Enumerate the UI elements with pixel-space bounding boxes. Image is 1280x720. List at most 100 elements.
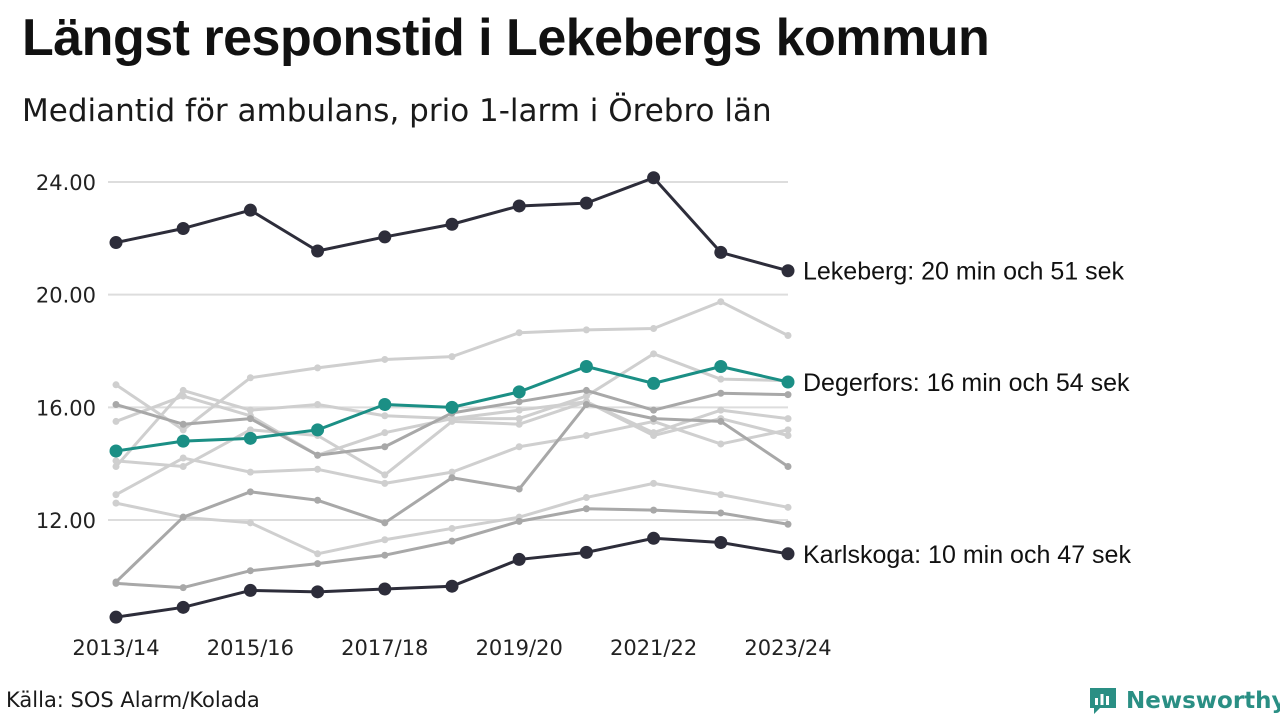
- x-tick-label: 2013/14: [72, 636, 159, 660]
- series-line-context: [115, 419, 789, 496]
- data-point: [112, 579, 120, 587]
- data-point: [781, 547, 795, 561]
- data-point: [112, 417, 120, 425]
- x-tick-label: 2021/22: [610, 636, 697, 660]
- data-point: [717, 440, 725, 448]
- chart-title: Längst responstid i Lekebergs kommun: [22, 9, 990, 67]
- x-tick-label: 2023/24: [744, 636, 831, 660]
- data-point: [515, 443, 523, 451]
- data-point: [445, 400, 459, 414]
- data-point: [179, 584, 187, 592]
- chart-subtitle: Mediantid för ambulans, prio 1-larm i Ör…: [22, 93, 772, 129]
- data-point: [781, 375, 795, 389]
- data-point: [381, 429, 389, 437]
- data-point: [381, 471, 389, 479]
- data-point: [650, 350, 658, 358]
- data-point: [243, 203, 257, 217]
- data-point: [246, 406, 254, 414]
- data-point: [246, 488, 254, 496]
- data-point: [179, 462, 187, 470]
- series-end-label: Karlskoga: 10 min och 47 sek: [803, 541, 1131, 569]
- data-point: [381, 479, 389, 487]
- brand-name: Newsworthy: [1126, 688, 1280, 714]
- data-point: [717, 509, 725, 517]
- data-point: [381, 536, 389, 544]
- data-point: [582, 432, 590, 439]
- data-point: [378, 398, 392, 412]
- data-point: [243, 431, 257, 445]
- data-point: [582, 386, 590, 394]
- data-point: [784, 503, 792, 511]
- y-tick-label: 16.00: [36, 396, 96, 420]
- data-point: [717, 375, 725, 383]
- series-end-label: Lekeberg: 20 min och 51 sek: [803, 258, 1125, 286]
- data-point: [717, 417, 725, 425]
- data-point: [650, 479, 658, 487]
- data-point: [179, 386, 187, 394]
- data-point: [784, 415, 792, 423]
- data-point: [378, 230, 392, 244]
- x-tick-label: 2017/18: [341, 636, 428, 660]
- data-point: [650, 406, 658, 414]
- data-point: [647, 531, 661, 545]
- newsworthy-logo-icon: [1090, 688, 1116, 714]
- data-point: [582, 392, 590, 400]
- data-point: [179, 420, 187, 428]
- data-point: [512, 199, 526, 213]
- data-point: [246, 519, 254, 527]
- data-point: [650, 506, 658, 514]
- data-point: [650, 324, 658, 332]
- data-point: [314, 465, 322, 473]
- data-point: [582, 505, 590, 513]
- data-point: [179, 392, 187, 400]
- data-point: [784, 332, 792, 340]
- data-point: [714, 359, 728, 373]
- data-point: [314, 560, 322, 568]
- data-point: [246, 426, 254, 434]
- y-tick-label: 20.00: [36, 284, 96, 308]
- data-point: [381, 355, 389, 363]
- data-point: [109, 610, 123, 624]
- data-point: [512, 385, 526, 399]
- data-point: [717, 389, 725, 397]
- data-point: [381, 551, 389, 559]
- data-point: [243, 583, 257, 597]
- data-point: [314, 451, 322, 459]
- data-point: [112, 491, 120, 499]
- data-point: [314, 401, 322, 409]
- data-point: [109, 444, 123, 458]
- data-point: [112, 462, 120, 470]
- data-point: [381, 412, 389, 420]
- data-point: [582, 326, 590, 334]
- data-point: [448, 353, 456, 361]
- data-point: [314, 364, 322, 372]
- data-point: [176, 600, 190, 614]
- x-tick-label: 2019/20: [476, 636, 563, 660]
- source-note: Källa: SOS Alarm/Kolada: [6, 688, 260, 712]
- data-point: [579, 196, 593, 210]
- data-point: [579, 359, 593, 373]
- data-point: [448, 524, 456, 532]
- data-point: [784, 426, 792, 434]
- data-point: [647, 171, 661, 185]
- data-point: [445, 579, 459, 593]
- data-point: [179, 426, 187, 434]
- y-tick-label: 24.00: [36, 171, 96, 195]
- data-point: [515, 420, 523, 428]
- data-point: [781, 264, 795, 278]
- data-point: [311, 585, 325, 599]
- data-point: [784, 432, 792, 439]
- brand-logo: Newsworthy: [1088, 684, 1280, 718]
- data-point: [378, 582, 392, 596]
- data-point: [515, 329, 523, 337]
- data-point: [314, 550, 322, 558]
- data-point: [381, 443, 389, 451]
- y-tick-label: 12.00: [36, 509, 96, 533]
- data-point: [515, 517, 523, 525]
- data-point: [112, 401, 120, 409]
- data-point: [112, 457, 120, 465]
- data-point: [515, 406, 523, 414]
- data-point: [448, 417, 456, 425]
- data-point: [246, 415, 254, 423]
